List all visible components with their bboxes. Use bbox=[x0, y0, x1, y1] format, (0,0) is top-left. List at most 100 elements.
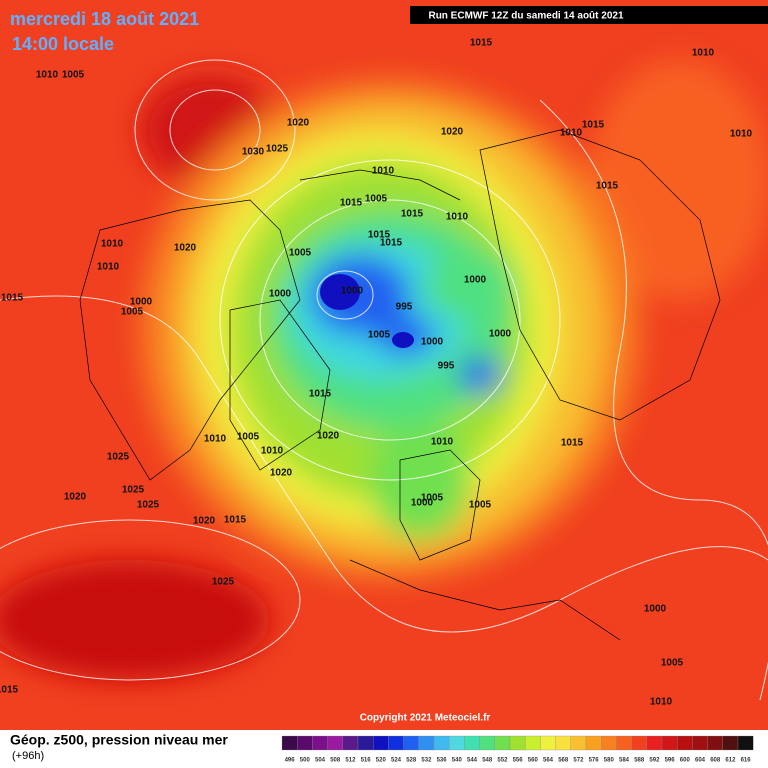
colorbar-label: 528 bbox=[406, 758, 417, 764]
isobar-label: 1020 bbox=[270, 468, 293, 479]
isobar-label: 1015 bbox=[340, 198, 363, 209]
colorbar-swatch bbox=[449, 735, 465, 751]
isobar-label: 1000 bbox=[341, 286, 364, 297]
colorbar-label: 584 bbox=[619, 758, 630, 764]
run-bar bbox=[410, 6, 768, 24]
isobar-label: 1000 bbox=[130, 297, 153, 308]
colorbar-swatch bbox=[494, 735, 511, 751]
isobar-label: 1020 bbox=[193, 516, 216, 527]
isobar-label: 1010 bbox=[204, 434, 227, 445]
isobar-label: 1020 bbox=[287, 118, 310, 129]
isobar-label: 1010 bbox=[372, 166, 395, 177]
colorbar-label: 612 bbox=[725, 758, 736, 764]
isobar-label: 1025 bbox=[212, 577, 235, 588]
colorbar-label: 600 bbox=[680, 758, 691, 764]
colorbar-swatch bbox=[631, 735, 647, 751]
colorbar-swatch bbox=[509, 735, 526, 751]
isobar-label: 1015 bbox=[1, 293, 24, 304]
isobar-label: 1010 bbox=[446, 212, 469, 223]
isobar-label: 1025 bbox=[266, 144, 289, 155]
colorbar-label: 556 bbox=[513, 758, 524, 764]
colorbar-label: 504 bbox=[315, 758, 326, 764]
isobar-label: 1005 bbox=[62, 70, 85, 81]
isobar-label: 1010 bbox=[36, 70, 59, 81]
colorbar-label: 560 bbox=[528, 758, 539, 764]
colorbar-label: 572 bbox=[573, 758, 584, 764]
low-core bbox=[392, 332, 414, 348]
subtitle: 14:00 locale bbox=[12, 34, 114, 54]
colorbar-swatch bbox=[357, 735, 374, 751]
run-label: Run ECMWF 12Z du samedi 14 août 2021 bbox=[428, 11, 623, 22]
isobar-label: 1015 bbox=[470, 38, 493, 49]
colorbar-label: 500 bbox=[300, 758, 311, 764]
colorbar-swatch bbox=[661, 735, 678, 751]
isobar-label: 1020 bbox=[174, 243, 197, 254]
colorbar-swatch bbox=[722, 735, 739, 751]
isobar-label: 1025 bbox=[137, 500, 160, 511]
colorbar-swatch bbox=[585, 735, 602, 751]
isobar-label: 1005 bbox=[289, 248, 312, 259]
isobar-label: 1000 bbox=[464, 275, 487, 286]
colorbar-label: 568 bbox=[558, 758, 569, 764]
colorbar-label: 576 bbox=[589, 758, 600, 764]
isobar-label: 1025 bbox=[107, 452, 130, 463]
colorbar-swatch bbox=[403, 735, 419, 751]
colorbar-label: 508 bbox=[330, 758, 341, 764]
colorbar-label: 552 bbox=[497, 758, 508, 764]
isobar-label: 1020 bbox=[64, 492, 87, 503]
isobar-label: 1010 bbox=[730, 129, 753, 140]
colorbar-label: 604 bbox=[695, 758, 706, 764]
isobar-label: 1015 bbox=[368, 230, 391, 241]
title: mercredi 18 août 2021 bbox=[10, 9, 199, 29]
low-core bbox=[320, 274, 360, 310]
isobar-label: 1000 bbox=[269, 289, 292, 300]
isobar-label: 1005 bbox=[368, 330, 391, 341]
isobar-label: 1015 bbox=[401, 209, 424, 220]
colorbar-swatch bbox=[373, 735, 389, 751]
colorbar-label: 540 bbox=[452, 758, 463, 764]
colorbar-swatch bbox=[616, 735, 632, 751]
colorbar-label: 516 bbox=[361, 758, 372, 764]
isobar-label: 1005 bbox=[469, 500, 492, 511]
isobar-label: 1010 bbox=[431, 437, 454, 448]
colorbar-label: 524 bbox=[391, 758, 402, 764]
colorbar-label: 608 bbox=[710, 758, 721, 764]
colorbar-swatch bbox=[433, 735, 450, 751]
colorbar-label: 532 bbox=[421, 758, 432, 764]
isobar-label: 1000 bbox=[421, 337, 444, 348]
isobar-label: 1010 bbox=[692, 48, 715, 59]
isobar-label: 1000 bbox=[411, 498, 434, 509]
colorbar-label: 544 bbox=[467, 758, 478, 764]
isobar-label: 1010 bbox=[560, 128, 583, 139]
isobar-label: 1015 bbox=[380, 238, 403, 249]
colorbar-label: 520 bbox=[376, 758, 387, 764]
colorbar-swatch bbox=[479, 735, 495, 751]
colorbar-label: 588 bbox=[634, 758, 645, 764]
colorbar-swatch bbox=[555, 735, 571, 751]
colorbar-label: 592 bbox=[649, 758, 660, 764]
isobar-label: 1005 bbox=[661, 658, 684, 669]
colorbar-swatch bbox=[570, 735, 587, 751]
colorbar-label: 596 bbox=[665, 758, 676, 764]
isobar-label: 1015 bbox=[0, 685, 19, 696]
isobar-label: 1020 bbox=[317, 431, 340, 442]
colorbar-swatch bbox=[707, 735, 723, 751]
footer-label: Géop. z500, pression niveau mer bbox=[10, 732, 228, 748]
isobar-label: 1010 bbox=[261, 446, 284, 457]
colorbar-swatch bbox=[327, 735, 343, 751]
isobar-label: 1005 bbox=[365, 194, 388, 205]
isobar-label: 1010 bbox=[97, 262, 120, 273]
colorbar-swatch bbox=[692, 735, 708, 751]
coastlines bbox=[79, 129, 721, 641]
isobar-label: 1015 bbox=[224, 515, 247, 526]
isobar-label: 1010 bbox=[101, 239, 124, 250]
isobar-label: 1005 bbox=[421, 493, 444, 504]
colorbar-swatch bbox=[677, 735, 693, 751]
colorbar-swatch bbox=[525, 735, 541, 751]
isobar-label: 1020 bbox=[441, 127, 464, 138]
colorbar-label: 580 bbox=[604, 758, 615, 764]
colorbar-label: 616 bbox=[741, 758, 752, 764]
colorbar-swatch bbox=[418, 735, 435, 751]
